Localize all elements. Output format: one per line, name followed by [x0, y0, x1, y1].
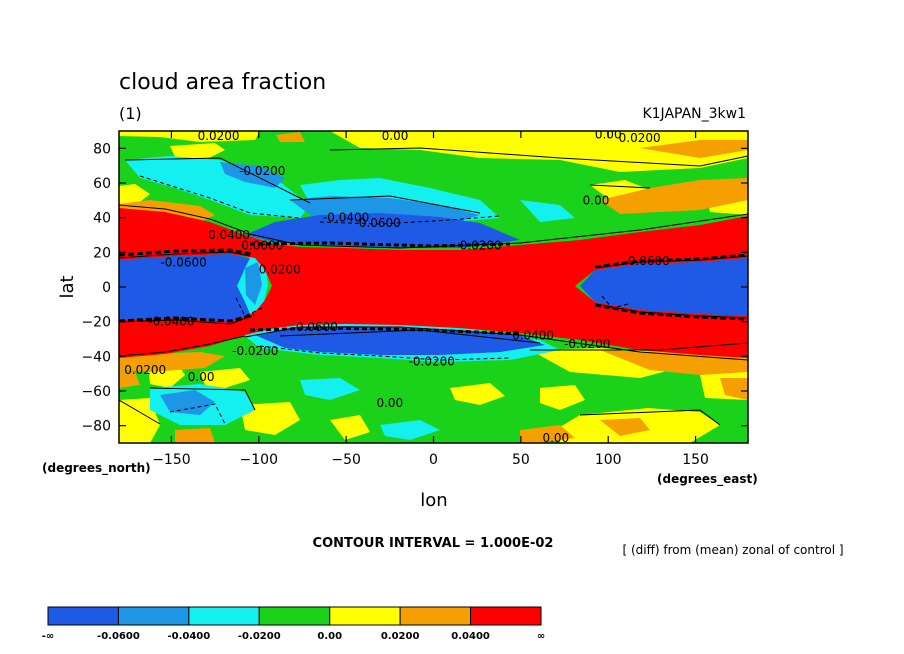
contour-label: 0.00 [382, 129, 409, 143]
y-tick-label: 80 [93, 141, 111, 157]
plot-field: 0.0200 0.00 0.000.0200-0.02000.00-0.0400-0… [119, 129, 748, 445]
colorbar-label: 0.0400 [451, 631, 490, 642]
colorbar-label: -0.0200 [238, 631, 281, 642]
field-darkblue [119, 213, 748, 355]
colorbar-label: -0.0400 [167, 631, 210, 642]
contour-label: -0.0400 [323, 211, 369, 225]
contour-label: 0.0600 [241, 238, 283, 252]
field-red [119, 208, 748, 358]
contour-labels: 0.0200 0.00 0.000.0200-0.02000.00-0.0400-0… [124, 129, 670, 445]
y-tick-label: 60 [93, 176, 111, 192]
contour-label: 0.00 [583, 193, 610, 207]
y-tick-label: −20 [81, 315, 111, 331]
colorbar-swatch [258, 606, 331, 626]
contour-label: 0.00 [542, 431, 569, 445]
contour-label: -0.0200 [564, 337, 610, 351]
contour-interval-text: CONTOUR INTERVAL = 1.000E-02 [313, 536, 554, 551]
contour-label: -0.0600 [160, 256, 206, 270]
zero-contour-bands [119, 241, 748, 336]
contour-label: -0.0200 [232, 344, 278, 358]
contour-label: 0.00 [376, 396, 403, 410]
y-tick-label: −80 [81, 419, 111, 435]
y-units-label: (degrees_north) [42, 461, 151, 476]
colorbar-label: 0.0200 [381, 631, 420, 642]
colorbar-label: ∞ [537, 631, 545, 642]
contour-label: -0.0200 [239, 164, 285, 178]
contour-label: 0.0400 [208, 228, 250, 242]
x-tick-label: −50 [331, 452, 361, 468]
y-tick-label: 20 [93, 245, 111, 261]
x-tick-label: −150 [152, 452, 190, 468]
y-tick-label: −40 [81, 349, 111, 365]
y-axis-label: lat [57, 275, 78, 298]
colorbar-swatch [188, 606, 260, 626]
contour-label: -0.0200 [409, 355, 455, 369]
colorbar-label: -∞ [42, 631, 54, 642]
colorbar-label: -0.0600 [97, 631, 140, 642]
diff-note: [ (diff) from (mean) zonal of control ] [622, 543, 843, 557]
contour-label: -0.0600 [623, 254, 669, 268]
colorbar: -∞ -0.0600 -0.0400 -0.0200 0.00 0.0200 0.0400 ∞ [42, 606, 545, 642]
axes: −150 −100 −50 0 50 100 150 −80 −60 −40 −20 0 20 40 60 8… [81, 131, 748, 468]
contour-label: 0.0200 [198, 129, 240, 143]
contour-label: 0.0200 [259, 263, 301, 277]
field-orange [119, 132, 748, 443]
x-axis-label: lon [420, 490, 447, 511]
contour-label: -0.0600 [292, 320, 338, 334]
x-units-label: (degrees_east) [657, 472, 758, 487]
chart-title: cloud area fraction [119, 70, 326, 95]
negative-contour-lines [139, 175, 629, 425]
colorbar-swatch [399, 606, 472, 626]
x-tick-label: −100 [240, 452, 278, 468]
run-label: K1JAPAN_3kw1 [642, 106, 746, 122]
contour-label: -0.0600 [354, 216, 400, 230]
y-tick-label: 40 [93, 211, 111, 227]
contour-label: 0.0200 [460, 238, 502, 252]
colorbar-swatch [470, 606, 542, 626]
x-tick-label: 50 [512, 452, 530, 468]
x-tick-label: 0 [429, 452, 438, 468]
colorbar-swatch [329, 606, 401, 626]
x-tick-label: 150 [682, 452, 709, 468]
x-tick-label: 100 [595, 452, 622, 468]
colorbar-swatch [47, 606, 119, 626]
panel-label: (1) [119, 104, 142, 123]
contour-label: 0.0200 [619, 131, 661, 145]
y-tick-label: −60 [81, 384, 111, 400]
contour-label: 0.0400 [512, 329, 554, 343]
colorbar-swatch [117, 606, 190, 626]
contour-label: 0.00 [188, 370, 215, 384]
colorbar-label: 0.00 [317, 631, 342, 642]
y-tick-label: 0 [102, 280, 111, 296]
contour-label: -0.0400 [148, 315, 194, 329]
contour-label: 0.0200 [124, 363, 166, 377]
